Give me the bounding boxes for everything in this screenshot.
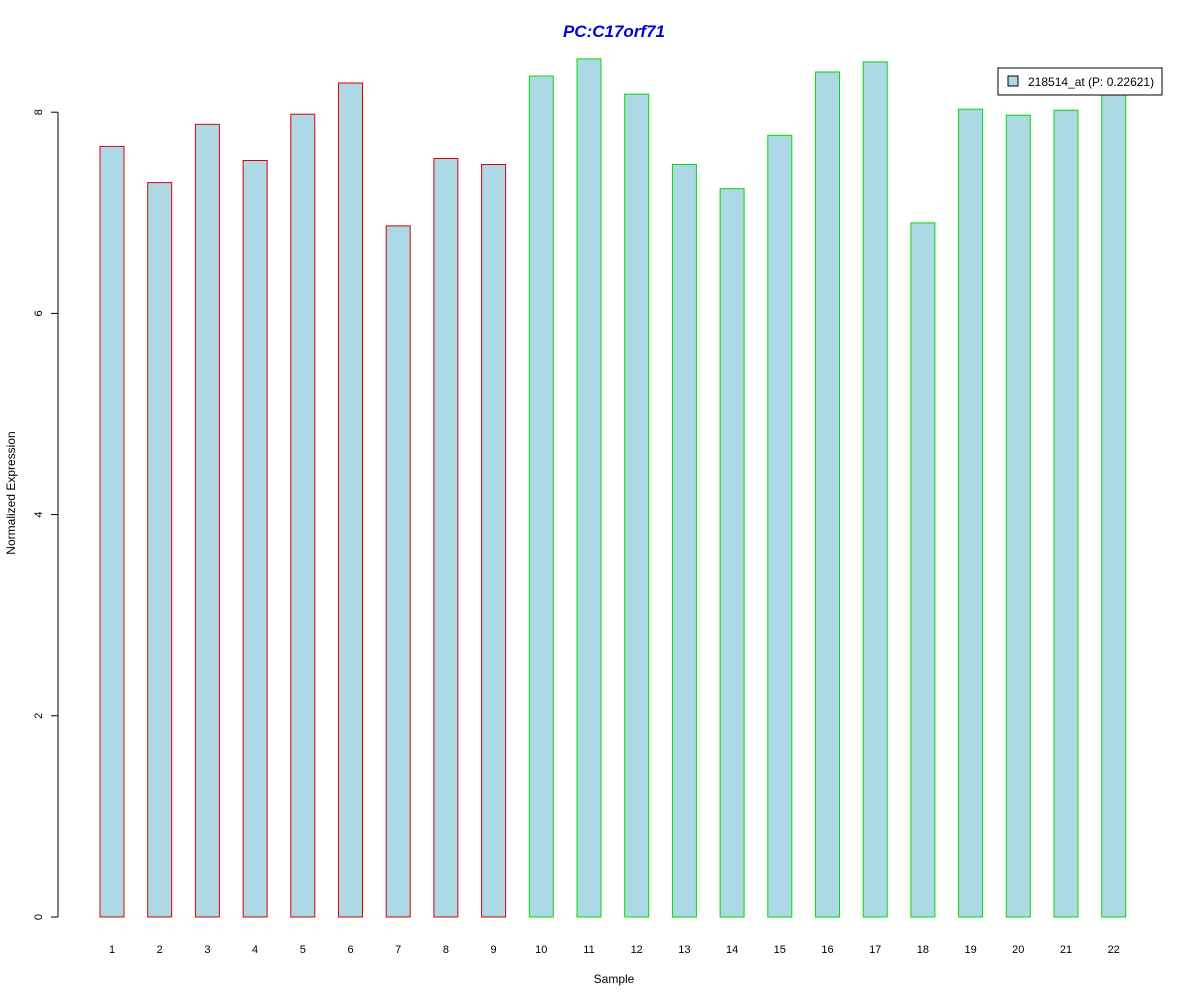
bar-sample-2 (147, 182, 173, 918)
x-tick-label: 18 (917, 944, 929, 956)
x-tick-label: 6 (347, 944, 353, 956)
bar-sample-7 (385, 225, 411, 918)
legend-box (997, 67, 1163, 96)
x-tick-label: 19 (964, 944, 976, 956)
x-tick-label: 12 (631, 944, 643, 956)
bar-sample-13 (671, 164, 697, 918)
bar-sample-22 (1101, 84, 1127, 918)
x-tick-label: 5 (300, 944, 306, 956)
bar-sample-18 (910, 222, 936, 918)
x-tick-label: 17 (869, 944, 881, 956)
x-tick-labels: 1 2 3 4 5 6 7 8 9 10 11 12 13 14 15 16 17 18 19 20 21 22 (109, 944, 1120, 956)
x-tick-label: 21 (1060, 944, 1072, 956)
bar-sample-6 (338, 82, 363, 918)
x-tick-label: 20 (1012, 944, 1024, 956)
bar-sample-15 (767, 134, 793, 918)
bar-sample-8 (433, 158, 459, 918)
bar-sample-11 (576, 58, 602, 918)
x-tick-label: 9 (491, 944, 497, 956)
bar-sample-9 (481, 164, 507, 918)
bar-sample-10 (528, 75, 554, 918)
legend: 218514_at (P: 0.22621) (997, 67, 1163, 96)
x-tick-label: 3 (204, 944, 210, 956)
y-tick-label: 2 (33, 713, 45, 719)
x-tick-label: 13 (678, 944, 690, 956)
y-tick-label: 6 (33, 310, 45, 316)
x-tick-label: 10 (535, 944, 547, 956)
bar-sample-5 (290, 113, 316, 918)
x-tick-label: 2 (157, 944, 163, 956)
chart-title: PC:C17orf71 (563, 22, 665, 41)
bar-sample-1 (99, 145, 125, 918)
y-axis-label: Normalized Expression (4, 431, 18, 554)
bar-sample-3 (194, 123, 220, 918)
legend-label: 218514_at (P: 0.22621) (1028, 75, 1154, 89)
x-tick-label: 14 (726, 944, 738, 956)
x-tick-label: 16 (821, 944, 833, 956)
bar-sample-4 (242, 160, 268, 918)
x-tick-label: 7 (395, 944, 401, 956)
x-tick-label: 1 (109, 944, 115, 956)
bar-sample-17 (862, 61, 888, 918)
y-axis: 0 2 4 6 8 (33, 109, 59, 920)
bar-sample-14 (719, 188, 745, 918)
x-tick-label: 22 (1108, 944, 1120, 956)
x-axis-label: Sample (594, 972, 635, 986)
x-tick-label: 8 (443, 944, 449, 956)
legend-swatch (1007, 75, 1019, 87)
bar-sample-20 (1005, 114, 1031, 918)
bars-group (99, 58, 1127, 918)
bar-sample-19 (958, 108, 984, 918)
y-tick-label: 4 (33, 512, 45, 518)
bar-sample-12 (624, 93, 650, 918)
x-tick-label: 15 (774, 944, 786, 956)
bar-sample-21 (1053, 109, 1079, 918)
y-tick-label: 0 (33, 914, 45, 920)
bar-sample-16 (815, 71, 840, 918)
x-tick-label: 4 (252, 944, 258, 956)
y-tick-label: 8 (33, 109, 45, 115)
x-tick-label: 11 (583, 944, 594, 956)
